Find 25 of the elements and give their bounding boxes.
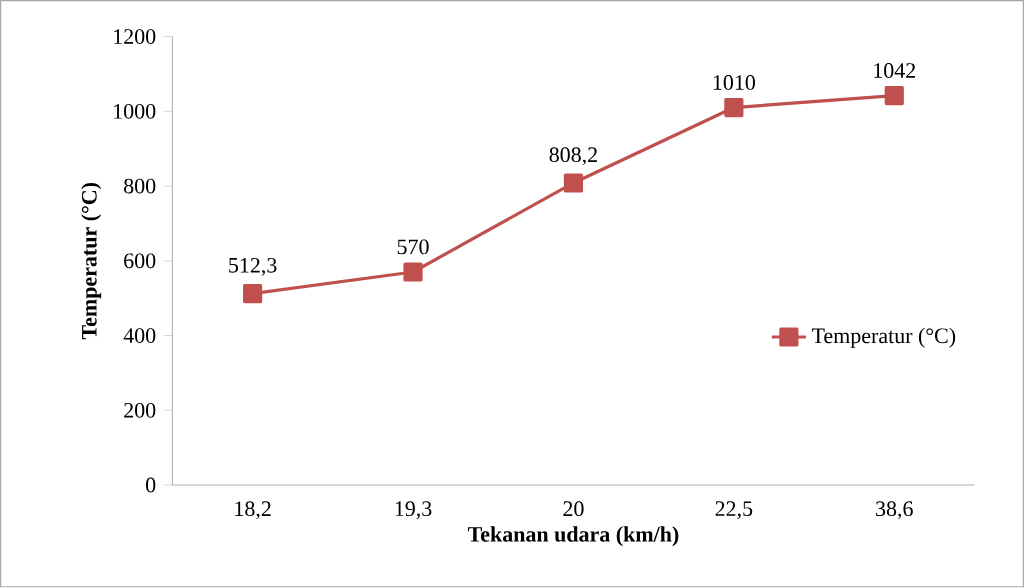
point (884, 86, 904, 106)
x-tick-label: 38,6 (876, 501, 913, 520)
y-tick-label: 1200 (114, 29, 156, 45)
data-label: 1010 (713, 75, 755, 91)
x-tick-label: 19,3 (395, 501, 432, 520)
y-tick-label: 400 (123, 328, 156, 344)
y-axis-title: Temperatur (°C) (81, 183, 102, 340)
x-tick-label: 22,5 (715, 501, 753, 520)
data-label: 1042 (874, 63, 916, 79)
y-tick-label: 600 (124, 253, 156, 269)
x-tick-label: 18,2 (235, 501, 271, 520)
data-label: 512,3 (229, 258, 277, 277)
x-tick-label: 20 (563, 501, 584, 517)
point (403, 262, 423, 282)
y-tick-label: 1000 (114, 104, 156, 119)
y-tick-label: 0 (146, 477, 156, 493)
y-tick-label: 800 (124, 178, 156, 194)
x-axis-title: Tekanan udara (km/h) (467, 526, 679, 547)
point (724, 98, 744, 118)
legend-label: Temperatur (°C) (811, 328, 956, 348)
data-label: 808,2 (549, 147, 597, 166)
point (563, 173, 584, 193)
point (243, 284, 263, 304)
data-label: 570 (397, 239, 429, 255)
y-tick-label: 200 (124, 403, 156, 418)
